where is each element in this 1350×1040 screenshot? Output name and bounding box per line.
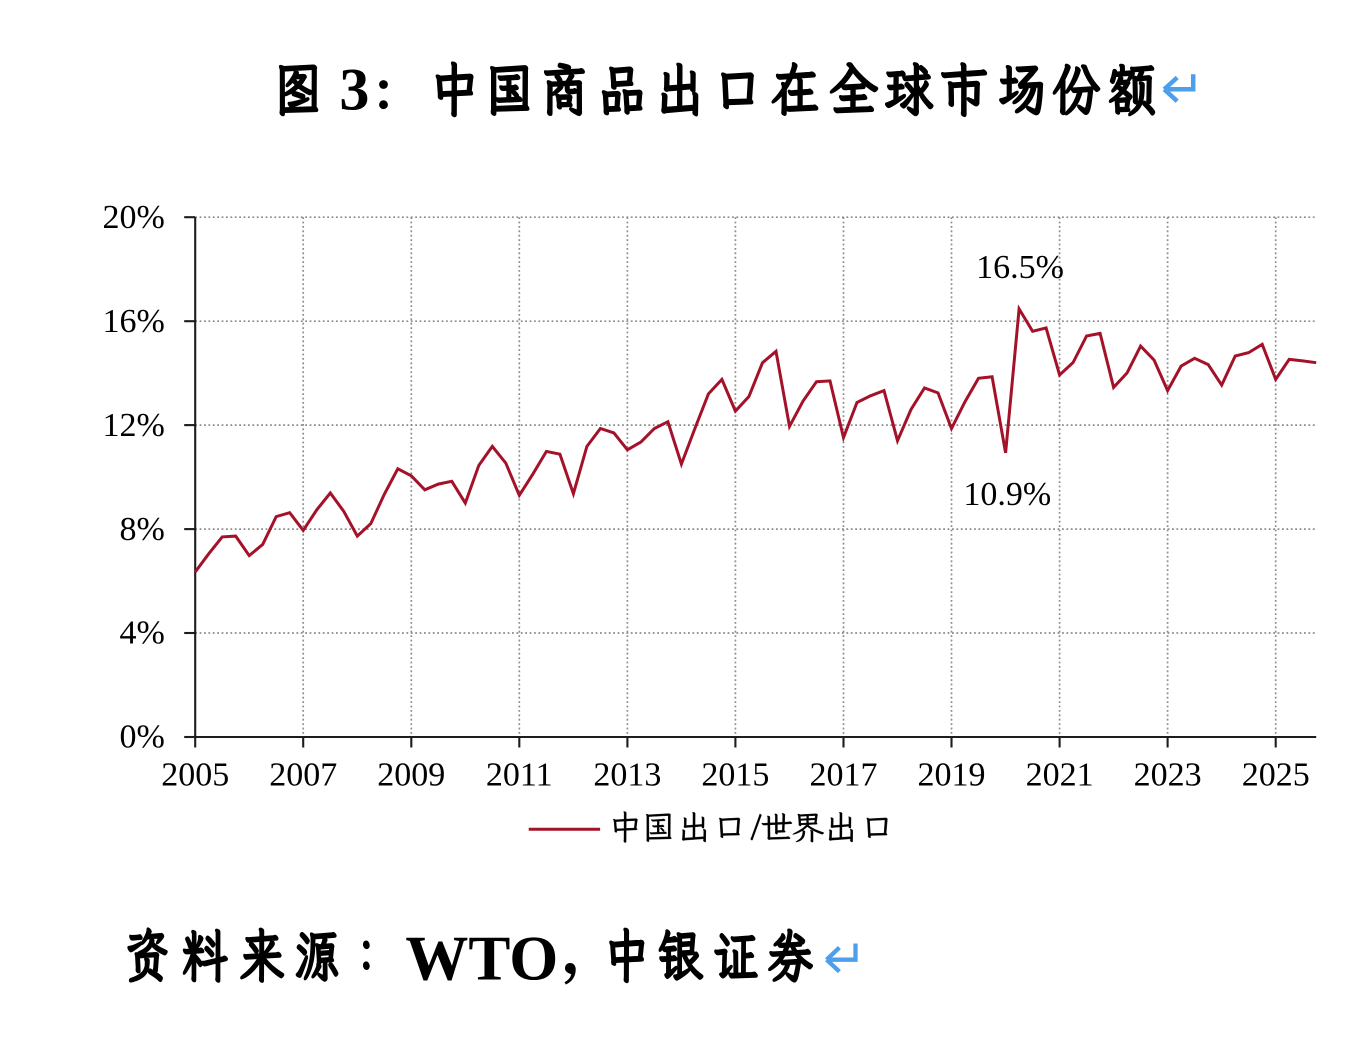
svg-text:2009: 2009 [377,757,445,794]
svg-text:20%: 20% [102,199,164,236]
svg-text:16.5%: 16.5% [976,249,1064,286]
svg-text:2007: 2007 [269,757,337,794]
svg-text:2019: 2019 [918,757,986,794]
svg-text:WTO: WTO [405,923,558,993]
svg-text:8%: 8% [119,511,164,548]
svg-text:10.9%: 10.9% [963,476,1051,513]
svg-text:2011: 2011 [486,757,553,794]
svg-text:2021: 2021 [1026,757,1094,794]
svg-text:4%: 4% [119,615,164,652]
svg-text:2017: 2017 [810,757,878,794]
svg-text:3: 3 [339,56,369,122]
svg-text:12%: 12% [102,407,164,444]
svg-text:2023: 2023 [1134,757,1202,794]
svg-text:2015: 2015 [701,757,769,794]
svg-text:2005: 2005 [161,757,229,794]
svg-text:2013: 2013 [593,757,661,794]
svg-text:0%: 0% [119,719,164,756]
svg-text:2025: 2025 [1242,757,1310,794]
svg-text:16%: 16% [102,303,164,340]
